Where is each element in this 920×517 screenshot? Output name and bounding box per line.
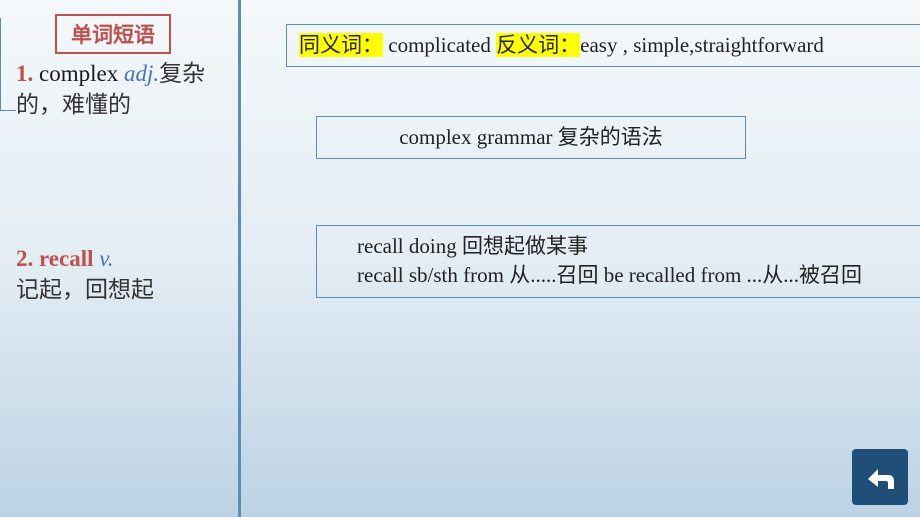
back-button[interactable] — [852, 449, 908, 505]
antonym-label: 反义词： — [496, 33, 580, 57]
connector-line — [0, 18, 16, 111]
entry-number: 1. — [16, 61, 33, 86]
entry-word: complex — [39, 61, 118, 86]
usage-box: recall doing 回想起做某事 recall sb/sth from 从… — [316, 225, 920, 298]
return-icon — [860, 457, 900, 497]
entry-pos: adj. — [124, 61, 159, 86]
vocab-entry-1: 1. complex adj.复杂的，难懂的 — [16, 58, 226, 120]
vertical-divider — [238, 0, 241, 517]
usage-line-2: recall sb/sth from 从.....召回 be recalled … — [357, 261, 910, 290]
vocab-entry-2: 2. recall v. 记起，回想起 — [16, 243, 226, 305]
synonym-text: complicated — [383, 33, 496, 57]
section-header-box: 单词短语 — [55, 14, 171, 54]
example-text: complex grammar 复杂的语法 — [399, 125, 663, 149]
section-header-text: 单词短语 — [71, 23, 155, 47]
entry-pos: v. — [99, 246, 113, 271]
antonym-text: easy , simple,straightforward — [580, 33, 824, 57]
synonym-label: 同义词： — [299, 33, 383, 57]
entry-number: 2. — [16, 246, 33, 271]
entry-word: recall — [39, 246, 94, 271]
usage-line-1: recall doing 回想起做某事 — [357, 232, 910, 261]
example-box: complex grammar 复杂的语法 — [316, 116, 746, 159]
synonym-antonym-box: 同义词： complicated 反义词：easy , simple,strai… — [286, 24, 920, 67]
entry-def: 记起，回想起 — [16, 277, 154, 302]
